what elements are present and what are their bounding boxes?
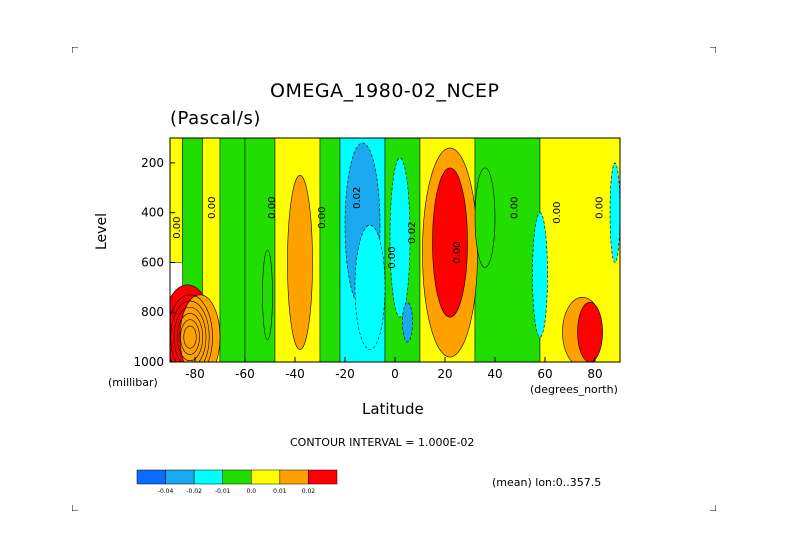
x-tick-label: 0 bbox=[391, 367, 399, 381]
x-tick-label: -60 bbox=[235, 367, 255, 381]
contour-region-13 bbox=[577, 301, 603, 362]
contour-line-5 bbox=[183, 325, 197, 349]
x-tick-label: 20 bbox=[437, 367, 452, 381]
contour-label: 0.00 bbox=[595, 197, 606, 219]
contour-line-1 bbox=[170, 300, 210, 362]
contour-line-4 bbox=[180, 319, 200, 355]
contour-region-9 bbox=[432, 167, 468, 318]
legend-label: -0.01 bbox=[215, 488, 231, 495]
contour-label: 0.00 bbox=[267, 197, 278, 219]
contour-region-2 bbox=[287, 175, 313, 350]
y-axis: 200 400 600 800 1000 bbox=[133, 156, 175, 369]
contour-label: 0.00 bbox=[207, 197, 218, 219]
contour-region-7 bbox=[402, 301, 413, 343]
contour-line-2 bbox=[173, 306, 207, 362]
chart-title: OMEGA_1980-02_NCEP bbox=[270, 80, 500, 102]
contour-label: 0.00 bbox=[552, 202, 563, 224]
contour-region-1 bbox=[179, 294, 221, 362]
legend-label: 0.01 bbox=[273, 488, 287, 495]
legend-swatch bbox=[193, 469, 223, 485]
legend-swatch bbox=[279, 469, 309, 485]
contour-line-0 bbox=[170, 294, 213, 362]
legend-label: -0.02 bbox=[186, 488, 202, 495]
x-tick-label: -80 bbox=[185, 367, 205, 381]
color-legend: -0.04 -0.02 -0.01 0.0 0.01 0.02 bbox=[136, 469, 338, 495]
legend-label: 0.02 bbox=[302, 488, 316, 495]
x-tick-label: 80 bbox=[587, 367, 602, 381]
legend-swatch bbox=[222, 469, 252, 485]
contour-band-0 bbox=[170, 138, 183, 263]
mean-note: (mean) lon:0..357.5 bbox=[492, 476, 602, 489]
legend-swatch bbox=[251, 469, 281, 485]
contour-region-14 bbox=[609, 162, 620, 263]
contour-label: 0.00 bbox=[317, 207, 328, 229]
legend-swatch bbox=[136, 469, 166, 485]
x-tick-label: 40 bbox=[487, 367, 502, 381]
y-tick-label: 600 bbox=[141, 255, 164, 269]
y-tick-label: 1000 bbox=[133, 355, 164, 369]
chart-units: (Pascal/s) bbox=[170, 108, 261, 129]
contour-region-6 bbox=[389, 157, 411, 318]
legend-swatch bbox=[308, 469, 338, 485]
legend-swatch bbox=[165, 469, 195, 485]
contour-label: 0.02 bbox=[407, 221, 418, 243]
contour-label: 0.02 bbox=[352, 187, 363, 209]
contour-label: 0.00 bbox=[387, 246, 398, 268]
x-tick-label: -40 bbox=[285, 367, 305, 381]
contour-band-6 bbox=[319, 138, 341, 362]
x-axis-label: Latitude bbox=[362, 400, 424, 418]
contour-region-3 bbox=[262, 249, 273, 340]
contour-interval: CONTOUR INTERVAL = 1.000E-02 bbox=[290, 436, 475, 449]
legend-label: 0.0 bbox=[247, 488, 257, 495]
contour-label: 0.00 bbox=[452, 241, 463, 263]
contour-region-5 bbox=[354, 224, 386, 350]
y-tick-label: 400 bbox=[141, 206, 164, 220]
y-axis-unit: (millibar) bbox=[108, 376, 158, 389]
x-axis-unit: (degrees_north) bbox=[530, 383, 618, 396]
contour-line-3 bbox=[176, 313, 204, 362]
y-axis-label: Level bbox=[94, 213, 110, 250]
x-tick-label: -20 bbox=[335, 367, 355, 381]
x-tick-label: 60 bbox=[537, 367, 552, 381]
crop-mark-top-right bbox=[710, 47, 716, 53]
contour-region-11 bbox=[532, 212, 548, 338]
crop-mark-top-left bbox=[72, 47, 78, 53]
contour-fills bbox=[170, 138, 620, 362]
crop-mark-bottom-left bbox=[72, 505, 78, 511]
contour-label: 0.00 bbox=[510, 197, 521, 219]
contour-band-3 bbox=[219, 138, 246, 362]
contour-label: 0.00 bbox=[172, 216, 183, 238]
crop-mark-bottom-right bbox=[710, 505, 716, 511]
contour-region-10 bbox=[474, 167, 496, 268]
y-tick-label: 800 bbox=[141, 305, 164, 319]
y-tick-label: 200 bbox=[141, 156, 164, 170]
legend-label: -0.04 bbox=[158, 488, 174, 495]
contour-labels: 0.00 0.00 0.00 0.00 0.02 0.00 0.02 0.00 0.00 0.00… bbox=[172, 187, 606, 269]
x-axis: -80 -60 -40 -20 0 20 40 60 80 bbox=[185, 357, 603, 381]
